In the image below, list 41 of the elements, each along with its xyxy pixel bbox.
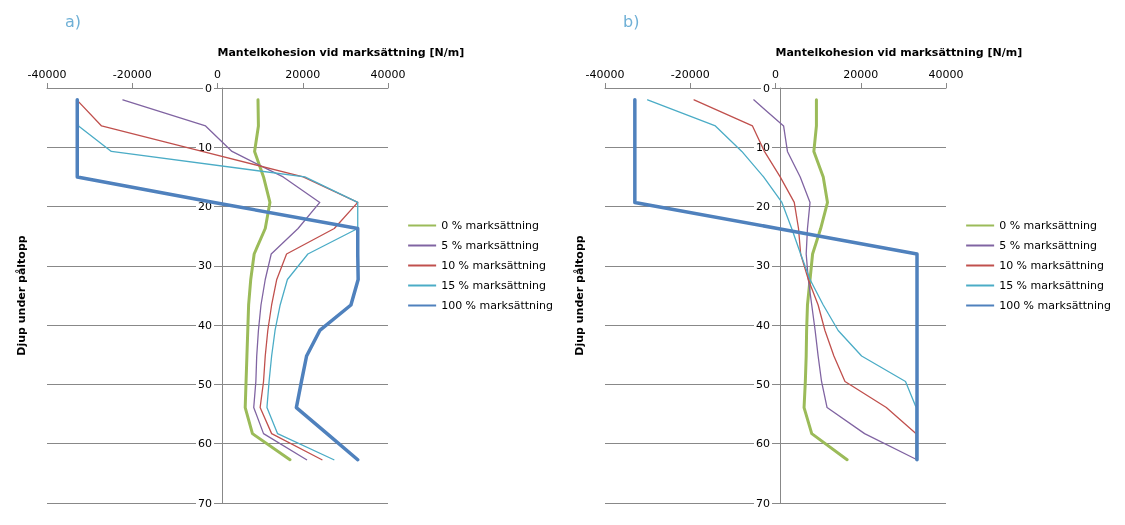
y-tick-label: 0 bbox=[763, 81, 770, 95]
legend-label: 15 % marksättning bbox=[441, 279, 547, 292]
x-tick-label: 40000 bbox=[370, 68, 406, 81]
chart-title: a) bbox=[65, 11, 82, 31]
y-axis-title: Djup under påltopp bbox=[573, 235, 586, 356]
legend-label: 15 % marksättning bbox=[999, 279, 1105, 292]
y-tick-label: 40 bbox=[756, 318, 770, 332]
legend-label: 0 % marksättning bbox=[999, 219, 1098, 232]
y-tick-label: 50 bbox=[198, 377, 212, 391]
y-tick-label: 0 bbox=[205, 81, 212, 95]
y-tick-label: 10 bbox=[198, 140, 212, 154]
y-tick-label: 30 bbox=[756, 259, 770, 273]
y-tick-label: 10 bbox=[756, 140, 770, 154]
x-axis-title: Mantelkohesion vid marksättning [N/m] bbox=[217, 46, 465, 59]
x-tick-label: -40000 bbox=[585, 68, 625, 81]
legend-label: 5 % marksättning bbox=[441, 239, 540, 252]
legend-label: 10 % marksättning bbox=[999, 259, 1105, 272]
x-tick-label: 0 bbox=[214, 68, 221, 81]
x-tick-label: -40000 bbox=[27, 68, 67, 81]
y-tick-label: 60 bbox=[756, 437, 770, 451]
legend-label: 100 % marksättning bbox=[999, 299, 1112, 312]
y-tick-label: 50 bbox=[756, 377, 770, 391]
legend-label: 100 % marksättning bbox=[441, 299, 554, 312]
y-tick-label: 60 bbox=[198, 437, 212, 451]
legend-label: 5 % marksättning bbox=[999, 239, 1098, 252]
y-tick-label: 70 bbox=[198, 496, 212, 510]
x-tick-label: 20000 bbox=[285, 68, 321, 81]
x-tick-label: -20000 bbox=[670, 68, 710, 81]
x-tick-label: 20000 bbox=[843, 68, 879, 81]
x-tick-label: 40000 bbox=[928, 68, 964, 81]
y-tick-label: 30 bbox=[198, 259, 212, 273]
y-tick-label: 40 bbox=[198, 318, 212, 332]
chart-title: b) bbox=[623, 11, 640, 31]
y-tick-label: 70 bbox=[756, 496, 770, 510]
legend-label: 10 % marksättning bbox=[441, 259, 547, 272]
y-axis-title: Djup under påltopp bbox=[15, 235, 28, 356]
y-tick-label: 20 bbox=[756, 200, 770, 214]
x-tick-label: -20000 bbox=[112, 68, 152, 81]
legend-label: 0 % marksättning bbox=[441, 219, 540, 232]
x-axis-title: Mantelkohesion vid marksättning [N/m] bbox=[775, 46, 1023, 59]
x-tick-label: 0 bbox=[772, 68, 779, 81]
